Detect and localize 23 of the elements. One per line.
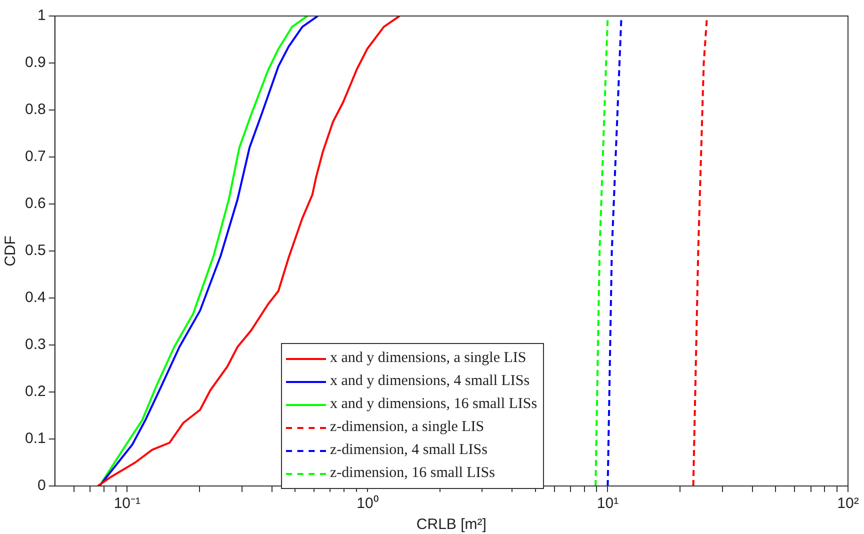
y-tick-label: 0.7 bbox=[24, 148, 46, 166]
x-tick-label: 10⁻¹ bbox=[114, 495, 141, 512]
y-tick-label: 0.3 bbox=[24, 336, 46, 354]
legend-label: z-dimension, 4 small LISs bbox=[330, 442, 488, 459]
x-tick-label: 10¹ bbox=[596, 495, 619, 512]
y-tick-label: 0.6 bbox=[24, 195, 46, 212]
y-tick-label: 0.5 bbox=[24, 242, 46, 260]
x-tick-label: 10² bbox=[837, 495, 859, 512]
y-tick-label: 0.2 bbox=[24, 383, 46, 400]
y-tick-label: 0.8 bbox=[24, 101, 46, 118]
y-tick-label: 0.1 bbox=[24, 430, 46, 448]
y-tick-label: 0 bbox=[38, 477, 46, 494]
y-tick-label: 1 bbox=[38, 7, 46, 24]
legend-label: z-dimension, a single LIS bbox=[330, 419, 484, 436]
x-tick-label: 10⁰ bbox=[356, 495, 378, 512]
legend-label: x and y dimensions, a single LIS bbox=[330, 350, 526, 367]
y-axis-title: CDF bbox=[2, 236, 20, 266]
legend-label: x and y dimensions, 16 small LISs bbox=[330, 396, 538, 413]
x-axis-title: CRLB [m²] bbox=[416, 516, 486, 534]
y-tick-label: 0.4 bbox=[24, 289, 46, 306]
y-tick-label: 0.9 bbox=[24, 54, 46, 72]
legend-label: x and y dimensions, 4 small LISs bbox=[330, 373, 530, 390]
legend-label: z-dimension, 16 small LISs bbox=[330, 465, 495, 482]
